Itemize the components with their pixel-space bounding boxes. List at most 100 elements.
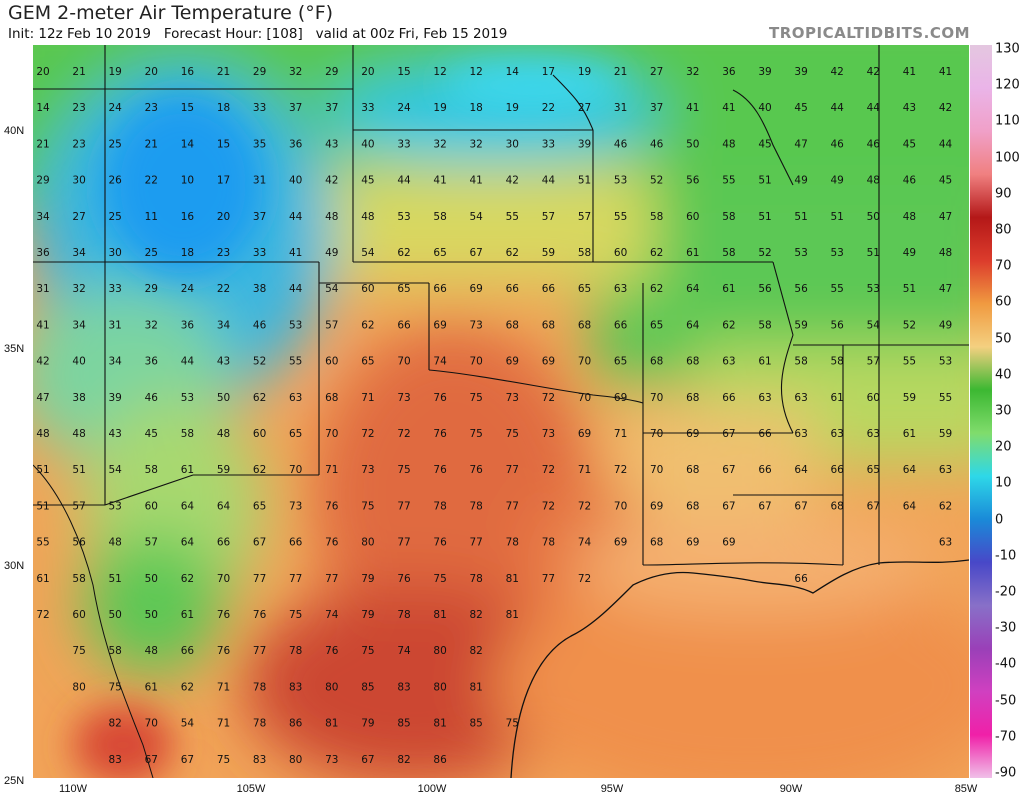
temperature-value: 58 bbox=[650, 211, 663, 223]
temperature-value: 36 bbox=[181, 319, 195, 331]
temperature-value: 61 bbox=[722, 283, 735, 295]
temperature-value: 62 bbox=[181, 573, 194, 585]
temperature-value: 72 bbox=[578, 573, 591, 585]
temperature-value: 63 bbox=[289, 392, 302, 404]
temperature-value: 66 bbox=[397, 319, 411, 331]
temperature-value: 20 bbox=[217, 211, 230, 223]
temperature-value: 54 bbox=[109, 464, 123, 476]
temperature-value: 59 bbox=[939, 428, 952, 440]
lat-label: 35N bbox=[4, 343, 25, 355]
temperature-value: 51 bbox=[72, 464, 85, 476]
temperature-value: 70 bbox=[578, 392, 591, 404]
temperature-value: 77 bbox=[506, 464, 519, 476]
temperature-value: 70 bbox=[289, 464, 302, 476]
temperature-value: 59 bbox=[542, 247, 555, 259]
temperature-value: 53 bbox=[939, 356, 952, 368]
temperature-value: 81 bbox=[506, 609, 519, 621]
temperature-value: 82 bbox=[397, 754, 410, 766]
temperature-value: 22 bbox=[217, 283, 230, 295]
temperature-value: 65 bbox=[433, 247, 446, 259]
temperature-value: 75 bbox=[109, 681, 122, 693]
temperature-value: 61 bbox=[758, 356, 771, 368]
temperature-value: 37 bbox=[289, 102, 302, 114]
temperature-value: 19 bbox=[433, 102, 446, 114]
temperature-value: 55 bbox=[831, 283, 844, 295]
temperature-value: 75 bbox=[433, 573, 446, 585]
temperature-value: 14 bbox=[36, 102, 50, 114]
temperature-value: 69 bbox=[614, 537, 627, 549]
temperature-value: 52 bbox=[758, 247, 771, 259]
temperature-value: 51 bbox=[578, 175, 591, 187]
temperature-value: 68 bbox=[506, 319, 519, 331]
temperature-value: 49 bbox=[794, 175, 807, 187]
temperature-value: 64 bbox=[181, 537, 195, 549]
temperature-value: 68 bbox=[686, 392, 699, 404]
temperature-value: 31 bbox=[109, 319, 122, 331]
lon-label: 100W bbox=[417, 783, 447, 795]
temperature-value: 68 bbox=[686, 356, 699, 368]
temperature-value: 68 bbox=[831, 500, 844, 512]
state-boundaries bbox=[33, 45, 969, 566]
temperature-value: 83 bbox=[397, 681, 410, 693]
baja-coastline bbox=[33, 464, 154, 778]
temperature-value: 47 bbox=[36, 392, 49, 404]
temperature-value: 48 bbox=[145, 645, 158, 657]
temperature-value: 70 bbox=[650, 392, 663, 404]
temperature-value: 79 bbox=[361, 718, 374, 730]
temperature-value: 44 bbox=[289, 283, 303, 295]
temperature-value: 67 bbox=[722, 500, 735, 512]
temperature-value: 34 bbox=[36, 211, 50, 223]
temperature-value: 75 bbox=[72, 645, 85, 657]
temperature-map: 20 21 19 20 16 21 29 32 29 20 15 12 12 14 17 19 21 27 32 36… bbox=[33, 45, 969, 778]
temperature-value: 76 bbox=[217, 645, 231, 657]
temperature-value: 67 bbox=[253, 537, 266, 549]
temperature-value: 21 bbox=[72, 66, 85, 78]
temperature-value: 54 bbox=[325, 283, 339, 295]
temperature-value: 65 bbox=[253, 500, 266, 512]
temperature-value: 22 bbox=[145, 175, 158, 187]
temperature-value: 19 bbox=[578, 66, 591, 78]
temperature-value: 78 bbox=[506, 537, 519, 549]
temperature-value: 56 bbox=[686, 175, 700, 187]
temperature-value: 44 bbox=[397, 175, 411, 187]
temperature-value: 37 bbox=[325, 102, 338, 114]
temperature-value: 24 bbox=[397, 102, 411, 114]
temperature-value: 66 bbox=[289, 537, 303, 549]
temperature-value: 69 bbox=[542, 356, 555, 368]
temperature-value: 41 bbox=[686, 102, 699, 114]
temperature-value: 36 bbox=[289, 138, 303, 150]
temperature-value: 55 bbox=[722, 175, 735, 187]
colorbar-tick-label: 120 bbox=[995, 77, 1020, 93]
temperature-value: 66 bbox=[542, 283, 556, 295]
temperature-value: 33 bbox=[109, 283, 122, 295]
temperature-value: 78 bbox=[470, 573, 483, 585]
temperature-value: 68 bbox=[686, 464, 699, 476]
temperature-value: 41 bbox=[722, 102, 735, 114]
temperature-value: 70 bbox=[578, 356, 591, 368]
temperature-value: 32 bbox=[145, 319, 158, 331]
temperature-value: 65 bbox=[867, 464, 880, 476]
temperature-value: 46 bbox=[831, 138, 845, 150]
temperature-value: 36 bbox=[722, 66, 736, 78]
temperature-value: 51 bbox=[794, 211, 807, 223]
temperature-value: 78 bbox=[433, 500, 446, 512]
temperature-value: 67 bbox=[867, 500, 880, 512]
temperature-value: 81 bbox=[506, 573, 519, 585]
temperature-value: 17 bbox=[542, 66, 555, 78]
temperature-value: 14 bbox=[181, 138, 195, 150]
temperature-value: 16 bbox=[181, 66, 195, 78]
temperature-value: 43 bbox=[325, 138, 338, 150]
temperature-value: 58 bbox=[433, 211, 446, 223]
temperature-value: 23 bbox=[217, 247, 230, 259]
temperature-value: 58 bbox=[578, 247, 591, 259]
colorbar-tick-label: 110 bbox=[995, 113, 1020, 129]
temperature-value: 25 bbox=[145, 247, 158, 259]
temperature-value: 50 bbox=[109, 609, 122, 621]
temperature-value: 65 bbox=[650, 319, 663, 331]
temperature-value: 65 bbox=[361, 356, 374, 368]
temperature-value: 42 bbox=[506, 175, 519, 187]
temperature-value: 49 bbox=[831, 175, 844, 187]
temperature-value: 83 bbox=[253, 754, 266, 766]
temperature-value: 76 bbox=[253, 609, 267, 621]
temperature-value: 48 bbox=[903, 211, 916, 223]
